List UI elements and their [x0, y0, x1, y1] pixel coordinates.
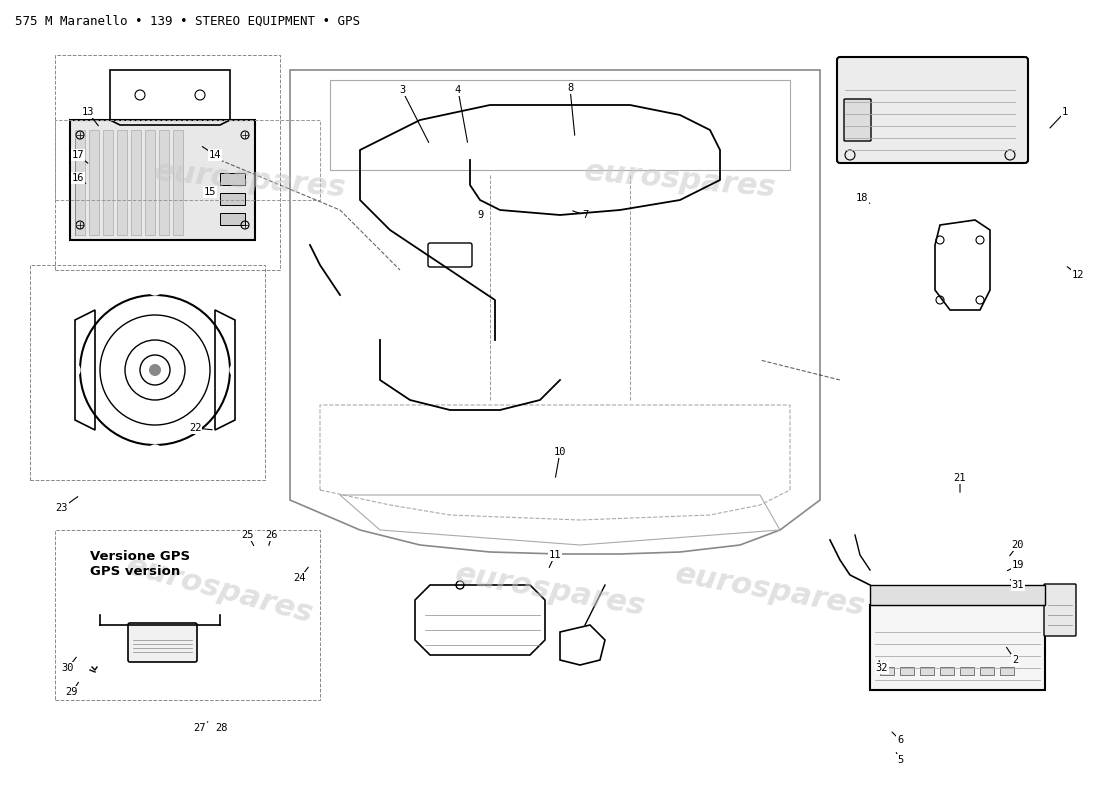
- Bar: [1000, 667, 1014, 675]
- Text: 9: 9: [477, 210, 483, 220]
- Text: 22: 22: [189, 423, 201, 433]
- Circle shape: [148, 445, 162, 459]
- Text: 29: 29: [66, 687, 78, 697]
- Circle shape: [66, 363, 80, 377]
- Text: 6: 6: [896, 735, 903, 745]
- Bar: [55, 55, 280, 270]
- Bar: [131, 130, 141, 235]
- Bar: [75, 130, 85, 235]
- Text: 26: 26: [266, 530, 278, 540]
- Text: 11: 11: [549, 550, 561, 560]
- Bar: [220, 213, 245, 225]
- Text: 2: 2: [1012, 655, 1019, 665]
- Text: 30: 30: [62, 663, 75, 673]
- Bar: [30, 265, 265, 480]
- Bar: [145, 130, 155, 235]
- Text: 10: 10: [553, 447, 566, 457]
- Text: 15: 15: [204, 187, 217, 197]
- Text: 12: 12: [1071, 270, 1085, 280]
- Text: 21: 21: [954, 473, 966, 483]
- Text: 27: 27: [194, 723, 207, 733]
- Text: 19: 19: [1012, 560, 1024, 570]
- Text: 28: 28: [216, 723, 229, 733]
- FancyBboxPatch shape: [70, 120, 255, 240]
- FancyBboxPatch shape: [870, 585, 1045, 605]
- Bar: [980, 667, 994, 675]
- Text: 8: 8: [566, 83, 573, 93]
- Text: 25: 25: [242, 530, 254, 540]
- Bar: [55, 530, 320, 700]
- Bar: [89, 130, 99, 235]
- Text: eurospares: eurospares: [672, 559, 868, 621]
- FancyBboxPatch shape: [844, 99, 871, 141]
- Text: 24: 24: [294, 573, 306, 583]
- Text: 14: 14: [209, 150, 221, 160]
- FancyBboxPatch shape: [837, 57, 1028, 163]
- FancyBboxPatch shape: [1044, 584, 1076, 636]
- Text: eurospares: eurospares: [452, 559, 648, 621]
- Bar: [920, 667, 934, 675]
- Bar: [117, 130, 126, 235]
- Text: 4: 4: [455, 85, 461, 95]
- Bar: [880, 667, 894, 675]
- Bar: [55, 120, 320, 200]
- Text: eurospares: eurospares: [123, 551, 317, 629]
- FancyBboxPatch shape: [428, 243, 472, 267]
- Bar: [900, 667, 914, 675]
- Text: 32: 32: [876, 663, 889, 673]
- Bar: [103, 130, 113, 235]
- Text: 575 M Maranello • 139 • STEREO EQUIPMENT • GPS: 575 M Maranello • 139 • STEREO EQUIPMENT…: [15, 15, 360, 28]
- Bar: [960, 667, 974, 675]
- Text: 3: 3: [399, 85, 405, 95]
- FancyBboxPatch shape: [870, 605, 1045, 690]
- Bar: [220, 193, 245, 205]
- Bar: [220, 173, 245, 185]
- Text: 31: 31: [1012, 580, 1024, 590]
- Text: 16: 16: [72, 173, 85, 183]
- Bar: [940, 667, 954, 675]
- Bar: [160, 130, 169, 235]
- Text: 13: 13: [81, 107, 95, 117]
- Circle shape: [148, 281, 162, 295]
- Text: 17: 17: [72, 150, 85, 160]
- Text: 7: 7: [582, 210, 588, 220]
- Text: 18: 18: [856, 193, 868, 203]
- Text: 5: 5: [896, 755, 903, 765]
- Text: eurospares: eurospares: [583, 157, 778, 203]
- Text: 1: 1: [1062, 107, 1068, 117]
- Circle shape: [230, 363, 244, 377]
- Text: 20: 20: [1012, 540, 1024, 550]
- Circle shape: [148, 364, 161, 376]
- Text: Versione GPS
GPS version: Versione GPS GPS version: [90, 550, 190, 578]
- FancyBboxPatch shape: [128, 623, 197, 662]
- Text: eurospares: eurospares: [153, 157, 348, 203]
- Text: 23: 23: [56, 503, 68, 513]
- Bar: [173, 130, 183, 235]
